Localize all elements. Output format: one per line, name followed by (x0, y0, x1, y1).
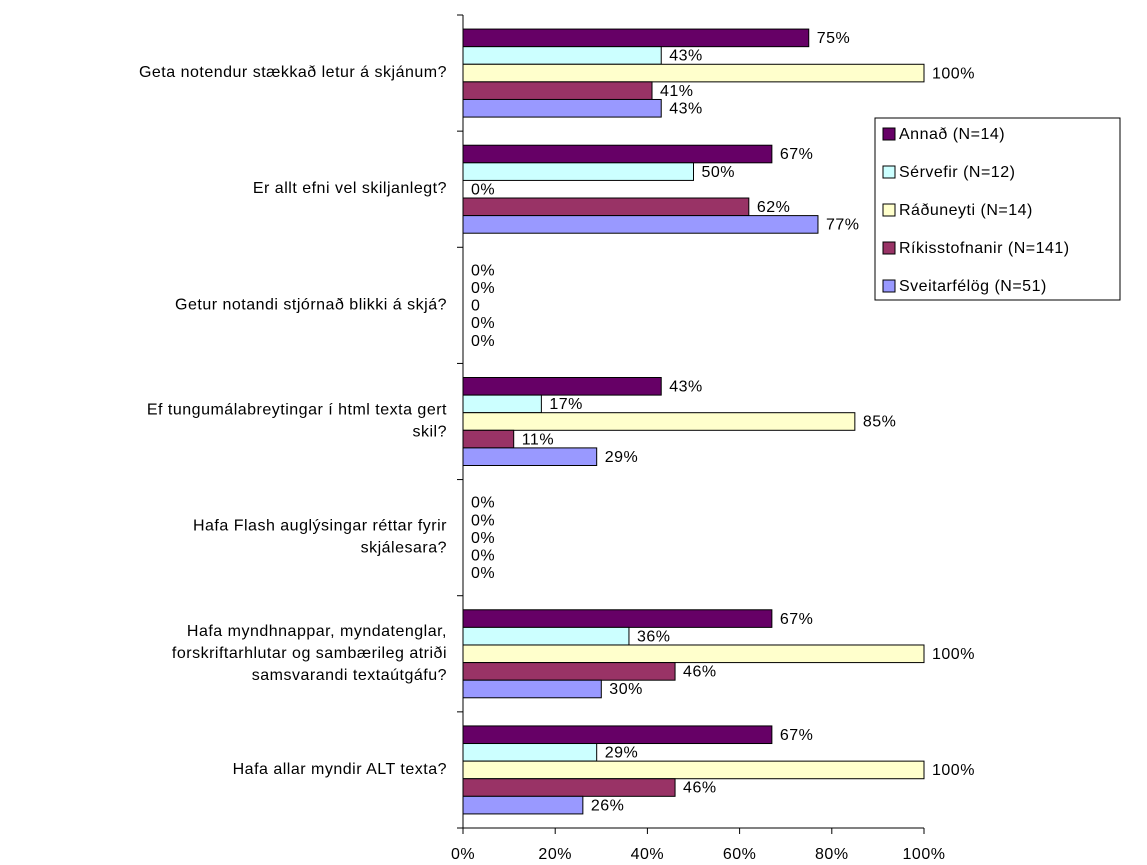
category-line: Geta notendur stækkað letur á skjánum? (139, 64, 447, 81)
value-label: 62% (757, 199, 791, 216)
bar (462, 144, 773, 164)
bar (462, 63, 925, 83)
category-label: Hafa myndhnappar, myndatenglar, forskrift… (172, 623, 447, 684)
value-label: 43% (669, 48, 703, 65)
value-label: 0% (471, 262, 495, 279)
value-label: 0% (471, 512, 495, 529)
bar (462, 725, 773, 745)
value-label: 77% (826, 217, 860, 234)
bar (462, 215, 819, 234)
legend-label: Sérvefir (N=12) (899, 164, 1015, 181)
value-label: 0 (471, 298, 480, 315)
value-label: 0% (471, 495, 495, 512)
value-label: 0% (471, 181, 495, 198)
value-label: 29% (605, 745, 639, 762)
legend-label: Ríkisstofnanir (N=141) (899, 240, 1070, 257)
category-line: Hafa allar myndir ALT texta? (233, 761, 447, 778)
bar (462, 760, 925, 780)
legend-box (874, 117, 1121, 301)
bar (462, 662, 676, 681)
category-line: Hafa myndhnappar, myndatenglar, (187, 623, 447, 640)
bar (462, 46, 662, 65)
value-label: 0% (471, 280, 495, 297)
bar (462, 412, 856, 431)
value-label: 75% (817, 30, 851, 47)
value-label: 0% (471, 530, 495, 547)
category-label: Geta notendur stækkað letur á skjánum? (139, 64, 447, 81)
x-tick-label: 80% (815, 846, 849, 863)
category-line: Hafa Flash auglýsingar réttar fyrir (193, 518, 447, 535)
category-line: skjálesara? (361, 540, 447, 557)
category-line: Getur notandi stjórnað blikki á skjá? (175, 297, 447, 314)
x-tick-label: 0% (451, 846, 475, 863)
legend-swatch (882, 127, 896, 141)
category-label: Getur notandi stjórnað blikki á skjá? (175, 297, 447, 314)
category-line: samsvarandi textaútgáfu? (252, 667, 447, 684)
x-tick-label: 40% (631, 846, 665, 863)
bar (462, 447, 598, 466)
legend-swatch (882, 279, 896, 293)
bar (462, 162, 694, 181)
value-label: 50% (702, 164, 736, 181)
value-label: 67% (780, 727, 814, 744)
category-label: Hafa allar myndir ALT texta? (233, 761, 447, 778)
category-line: Er allt efni vel skiljanlegt? (253, 180, 447, 197)
value-label: 29% (605, 449, 639, 466)
value-label: 67% (780, 611, 814, 628)
value-label: 41% (660, 83, 694, 100)
x-tick-label: 20% (538, 846, 572, 863)
bar (462, 795, 584, 815)
bar (462, 679, 602, 699)
category-label: Hafa Flash auglýsingar réttar fyrir skjál… (193, 518, 447, 557)
category-line: Ef tungumálabreytingar í html texta gert (147, 402, 447, 419)
value-label: 100% (932, 65, 975, 82)
legend-swatch (882, 203, 896, 217)
bar (462, 394, 542, 414)
value-label: 11% (522, 431, 554, 448)
bar (462, 81, 653, 100)
category-line: forskriftarhlutar og sambærileg atriði (172, 645, 447, 662)
bar (462, 626, 630, 646)
value-label: 30% (609, 681, 643, 698)
bar (462, 609, 773, 628)
category-label: Ef tungumálabreytingar í html texta gert… (147, 402, 447, 441)
value-label: 0% (471, 315, 495, 332)
value-label: 100% (932, 646, 975, 663)
value-label: 85% (863, 414, 897, 431)
category-label: Er allt efni vel skiljanlegt? (253, 180, 447, 197)
bar (462, 429, 515, 449)
value-label: 36% (637, 628, 671, 645)
value-label: 46% (683, 664, 717, 681)
value-label: 46% (683, 780, 717, 797)
x-tick-label: 100% (903, 846, 946, 863)
value-label: 17% (549, 396, 583, 413)
bar (462, 197, 750, 217)
legend-label: Annað (N=14) (899, 126, 1005, 143)
value-label: 43% (669, 100, 703, 117)
bar (462, 28, 810, 48)
value-label: 26% (591, 797, 625, 814)
bar (462, 98, 662, 118)
bar (462, 743, 598, 762)
legend-swatch (882, 241, 896, 255)
legend-label: Sveitarfélög (N=51) (899, 278, 1047, 295)
bar (462, 377, 662, 396)
x-tick-label: 60% (723, 846, 757, 863)
value-label: 0% (471, 547, 495, 564)
category-line: skil? (412, 424, 447, 441)
value-label: 43% (669, 379, 703, 396)
value-label: 0% (471, 333, 495, 350)
value-label: 100% (932, 762, 975, 779)
bar (462, 644, 925, 664)
value-label: 0% (471, 565, 495, 582)
bar (462, 778, 676, 797)
legend-swatch (882, 165, 896, 179)
legend-label: Ráðuneyti (N=14) (899, 202, 1033, 219)
value-label: 67% (780, 146, 814, 163)
